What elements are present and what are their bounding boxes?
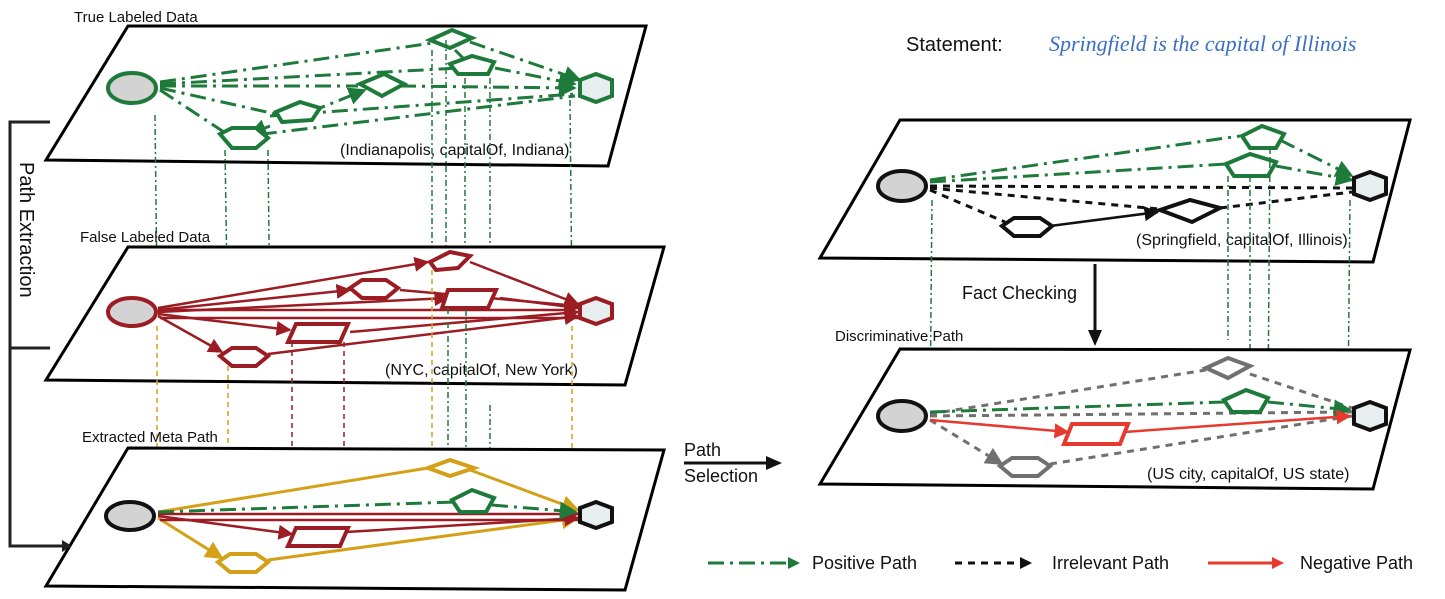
statement-plane-triple: (Springfield, capitalOf, Illinois) [1136,232,1348,249]
source-node [876,399,928,433]
hexagon-node [346,278,402,300]
path-extraction-bracket: Path Extraction [8,120,72,552]
true-labeled-triple: (Indianapolis, capitalOf, Indiana) [340,142,569,159]
discriminative-title: Discriminative Path [835,328,963,345]
hexagon-node [216,346,272,368]
meta-path-title: Extracted Meta Path [82,429,218,446]
true-labeled-title: True Labeled Data [74,9,198,26]
discriminative-plane: Discriminative Path (US city, capitalOf,… [817,328,1412,491]
legend-negative: Negative Path [1208,553,1413,573]
legend-positive-label: Positive Path [812,553,917,573]
false-labeled-plane: False Labeled Data (NYC, capitalOf, New … [43,229,666,387]
legend-irrelevant: Irrelevant Path [955,553,1169,573]
hexagon-node [996,456,1054,478]
parallelogram-node [284,526,352,548]
pentagon-node [446,53,497,76]
statement-plane: (Springfield, capitalOf, Illinois) [817,118,1412,264]
diamond-node [422,457,481,479]
legend-positive: Positive Path [708,553,917,573]
target-node [1352,169,1388,203]
source-node [106,71,158,105]
diamond-node [424,27,478,51]
pentagon-node [426,249,475,273]
pentagon-node [1222,151,1279,178]
true-labeled-plane: True Labeled Data (Indianapolis, capital… [43,9,648,168]
target-node [578,499,614,531]
path-extraction-label: Path Extraction [15,162,37,298]
hexagon-node [216,126,272,150]
pentagon-node [273,99,324,125]
parallelogram-node [439,288,500,310]
statement-label: Statement: [906,34,1003,56]
target-node [578,295,614,327]
parallelogram-node [284,322,352,344]
legend-negative-label: Negative Path [1300,553,1413,573]
statement-value: Springfield is the capital of Illinois [1049,31,1356,56]
diamond-node [1201,355,1255,381]
hexagon-node [998,216,1056,238]
pentagon-node [1221,387,1271,414]
pentagon-node [449,487,497,514]
source-node [876,169,928,203]
legend: Positive Path Irrelevant Path Negative P… [708,553,1413,573]
source-node [104,500,156,532]
path-selection-arrow: Path Selection [684,440,782,486]
path-selection-line2: Selection [684,466,758,486]
parallelogram-node [1061,422,1131,446]
meta-path-plane: Extracted Meta Path [43,429,666,592]
fact-checking-label: Fact Checking [962,283,1077,303]
pentagon-node [1239,123,1287,150]
statement: Statement: Springfield is the capital of… [906,31,1356,56]
path-selection-line1: Path [684,440,721,460]
discriminative-triple: (US city, capitalOf, US state) [1147,466,1349,483]
false-labeled-title: False Labeled Data [80,229,211,246]
diamond-node [1154,197,1226,225]
fact-checking-arrow: Fact Checking [962,264,1102,346]
false-labeled-triple: (NYC, capitalOf, New York) [385,362,578,379]
hexagon-node [214,552,272,574]
source-node [106,296,158,328]
diamond-node [355,71,409,99]
target-node [578,71,614,105]
legend-irrelevant-label: Irrelevant Path [1052,553,1169,573]
target-node [1352,399,1388,433]
